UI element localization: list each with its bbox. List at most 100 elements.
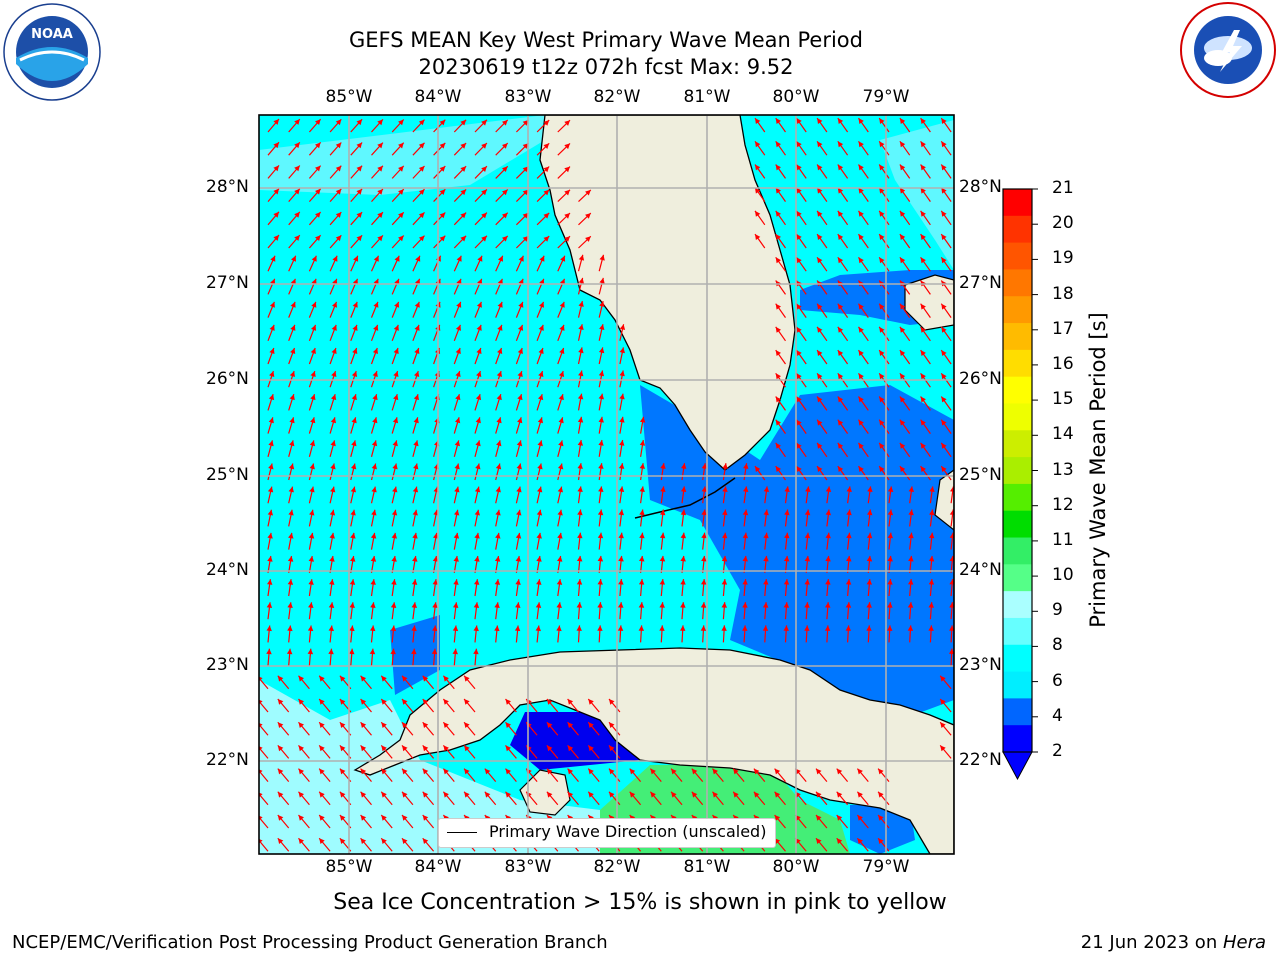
wave-arrow-head bbox=[475, 394, 482, 401]
wave-arrow-head bbox=[796, 303, 802, 310]
wave-arrow-head bbox=[879, 466, 885, 472]
wave-arrow-head bbox=[319, 745, 325, 752]
wave-arrow-shaft bbox=[259, 700, 269, 713]
wave-arrow-head bbox=[543, 143, 550, 149]
wave-arrow-head bbox=[858, 466, 864, 472]
lat-label-right: 27°N bbox=[959, 273, 1002, 293]
legend-label: Primary Wave Direction (unscaled) bbox=[489, 822, 767, 841]
wave-arrow-head bbox=[402, 815, 408, 821]
wave-arrow-head bbox=[309, 486, 315, 493]
wave-arrow-head bbox=[328, 648, 334, 655]
wave-arrow-head bbox=[619, 324, 626, 330]
wave-arrow-head bbox=[597, 579, 603, 585]
wave-arrow-head bbox=[373, 301, 379, 308]
wave-arrow-head bbox=[567, 699, 574, 705]
wave-arrow-head bbox=[858, 326, 864, 333]
wave-arrow-head bbox=[949, 625, 954, 631]
wave-arrow-head bbox=[558, 440, 564, 447]
wave-arrow-head bbox=[502, 143, 508, 149]
wave-arrow-head bbox=[742, 555, 748, 562]
wave-arrow-head bbox=[277, 791, 284, 798]
wave-arrow-head bbox=[866, 625, 872, 631]
colorbar-tick-label: 10 bbox=[1052, 565, 1074, 586]
wave-arrow-head bbox=[817, 442, 823, 449]
wave-arrow-head bbox=[335, 188, 342, 195]
colorbar-swatch bbox=[1003, 510, 1032, 539]
lon-label-bottom: 80°W bbox=[772, 857, 820, 877]
lat-label-left: 28°N bbox=[206, 177, 249, 197]
wave-arrow-head bbox=[775, 350, 781, 356]
wave-arrow-head bbox=[455, 371, 461, 377]
colorbar-swatch bbox=[1003, 483, 1032, 512]
wave-arrow-head bbox=[538, 324, 544, 331]
wave-arrow-head bbox=[522, 143, 529, 149]
wave-arrow-head bbox=[899, 187, 906, 194]
wave-arrow-head bbox=[339, 699, 346, 705]
wave-arrow-head bbox=[899, 373, 906, 380]
wave-arrow-head bbox=[618, 509, 624, 516]
wave-arrow-head bbox=[432, 625, 438, 632]
wave-arrow-head bbox=[774, 815, 781, 821]
wave-arrow-head bbox=[543, 236, 550, 242]
wave-arrow-head bbox=[319, 699, 325, 705]
wave-arrow-head bbox=[775, 141, 781, 148]
wave-arrow-head bbox=[609, 699, 615, 705]
wave-arrow-head bbox=[273, 142, 279, 149]
wave-arrow-head bbox=[518, 301, 524, 308]
wave-arrow-head bbox=[377, 165, 383, 172]
wave-arrow-head bbox=[460, 119, 467, 126]
wave-arrow-head bbox=[784, 486, 790, 492]
wave-arrow-head bbox=[920, 373, 926, 380]
wave-arrow-head bbox=[899, 164, 906, 171]
wave-arrow-head bbox=[858, 373, 864, 380]
wave-arrow-head bbox=[398, 165, 404, 172]
wave-arrow-head bbox=[559, 324, 565, 331]
wave-arrow-head bbox=[887, 625, 893, 631]
wave-arrow-head bbox=[517, 371, 523, 377]
lat-label-right: 22°N bbox=[959, 750, 1002, 770]
wave-arrow-head bbox=[867, 486, 873, 492]
wave-arrow-head bbox=[381, 768, 387, 775]
wave-arrow-head bbox=[837, 303, 844, 310]
wave-arrow-head bbox=[329, 509, 336, 516]
wave-arrow-head bbox=[775, 466, 781, 472]
wave-arrow-head bbox=[700, 625, 707, 631]
wave-arrow-head bbox=[845, 579, 852, 585]
wave-arrow-head bbox=[887, 555, 893, 562]
colorbar-extend-triangle bbox=[1002, 751, 1033, 781]
wave-arrow-head bbox=[414, 301, 420, 308]
wave-arrow-head bbox=[443, 791, 449, 798]
wave-arrow-head bbox=[495, 509, 501, 516]
wave-arrow-head bbox=[775, 234, 781, 240]
wave-arrow-head bbox=[836, 815, 843, 821]
wave-arrow-head bbox=[920, 442, 926, 449]
wave-arrow-head bbox=[259, 699, 263, 705]
wave-arrow-head bbox=[783, 555, 790, 562]
wave-arrow-head bbox=[287, 556, 294, 562]
wave-arrow-head bbox=[598, 370, 605, 377]
wave-arrow-head bbox=[392, 486, 398, 493]
wave-arrow-head bbox=[733, 791, 739, 798]
wave-arrow-head bbox=[775, 210, 781, 217]
wave-arrow-head bbox=[330, 440, 336, 447]
wave-arrow-head bbox=[763, 579, 769, 585]
wave-arrow-head bbox=[796, 210, 802, 217]
nws-logo bbox=[1178, 0, 1278, 100]
wave-arrow-head bbox=[267, 509, 273, 516]
wave-arrow-head bbox=[577, 509, 583, 516]
wave-arrow-head bbox=[537, 486, 543, 493]
wave-arrow-head bbox=[360, 722, 367, 728]
wave-arrow-head bbox=[475, 417, 481, 424]
lat-label-left: 27°N bbox=[206, 273, 249, 293]
wave-arrow-head bbox=[515, 532, 522, 539]
wave-arrow-head bbox=[464, 722, 470, 728]
wave-arrow-head bbox=[309, 463, 315, 470]
wave-arrow-head bbox=[259, 722, 263, 728]
wave-arrow-head bbox=[291, 255, 296, 262]
wave-arrow-head bbox=[456, 301, 462, 308]
wave-arrow-head bbox=[495, 532, 501, 539]
andros-land bbox=[934, 469, 954, 531]
wave-arrow-head bbox=[845, 602, 852, 608]
legend-line-icon bbox=[447, 832, 477, 833]
wave-arrow-head bbox=[775, 373, 781, 380]
